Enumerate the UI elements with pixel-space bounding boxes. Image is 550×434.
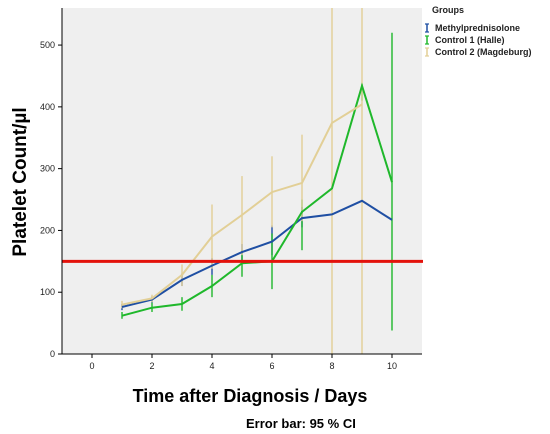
legend: Groups Methylprednisolone Control 1 (Hall…	[425, 5, 532, 57]
y-tick-label: 100	[40, 287, 55, 297]
x-tick-label: 6	[269, 361, 274, 371]
series-line-1	[121, 199, 393, 308]
x-tick-label: 2	[149, 361, 154, 371]
footnote: Error bar: 95 % CI	[246, 416, 356, 431]
y-tick-label: 500	[40, 40, 55, 50]
legend-label: Methylprednisolone	[435, 23, 520, 33]
series-line-3	[121, 103, 363, 306]
y-tick-label: 0	[50, 349, 55, 359]
y-tick-label: 200	[40, 225, 55, 235]
x-axis-title: Time after Diagnosis / Days	[133, 386, 368, 406]
y-tick-label: 300	[40, 164, 55, 174]
legend-label: Control 1 (Halle)	[435, 35, 505, 45]
x-tick-label: 4	[209, 361, 214, 371]
x-tick-label: 10	[387, 361, 397, 371]
y-axis-title: Platelet Count/µl	[10, 107, 31, 256]
legend-label: Control 2 (Magdeburg)	[435, 47, 532, 57]
x-tick-label: 0	[89, 361, 94, 371]
x-tick-label: 8	[329, 361, 334, 371]
legend-title: Groups	[432, 5, 464, 15]
y-tick-label: 400	[40, 102, 55, 112]
